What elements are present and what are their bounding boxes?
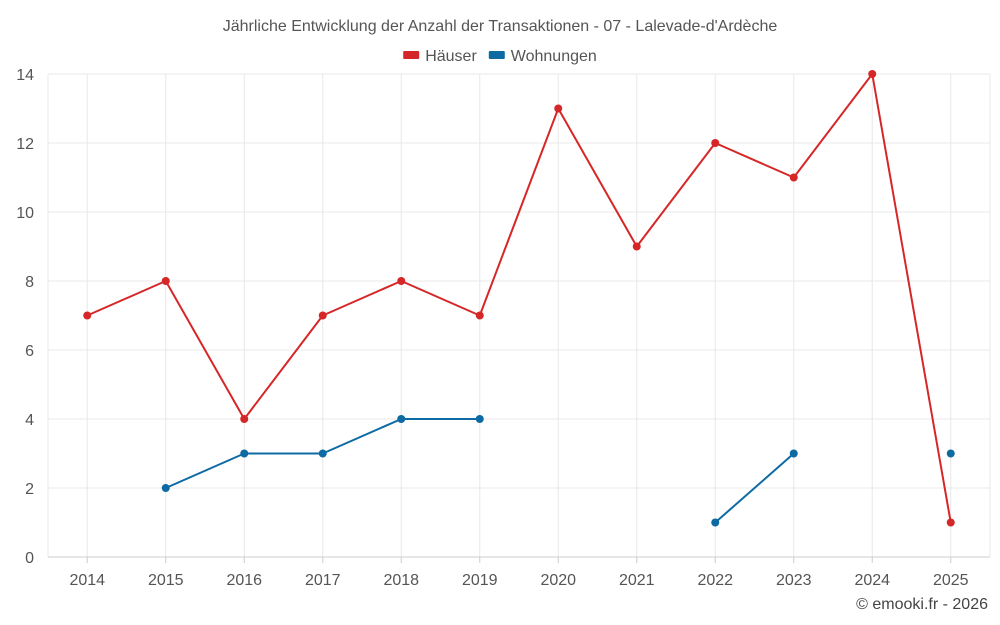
data-point-häuser — [475, 311, 484, 320]
y-tick-label: 12 — [16, 136, 34, 153]
legend-label: Häuser — [425, 48, 477, 65]
y-tick-label: 0 — [25, 550, 34, 567]
x-tick-label: 2016 — [226, 572, 262, 589]
data-point-häuser — [711, 139, 720, 147]
series-line-häuser — [86, 73, 952, 523]
data-point-häuser — [161, 277, 170, 285]
data-point-häuser — [397, 277, 406, 285]
x-tick-label: 2022 — [697, 572, 733, 589]
data-point-häuser — [240, 415, 249, 423]
x-tick-label: 2017 — [305, 572, 341, 589]
legend-swatch — [403, 51, 420, 59]
legend: Häuser Wohnungen — [403, 48, 597, 65]
chart-credit: © emooki.fr - 2026 — [856, 596, 988, 613]
grid — [47, 73, 991, 557]
y-tick-label: 4 — [25, 412, 34, 429]
legend-swatch — [488, 51, 505, 59]
data-point-wohnungen — [475, 415, 484, 423]
x-tick-label: 2018 — [383, 572, 419, 589]
data-point-wohnungen — [711, 518, 720, 527]
data-point-wohnungen — [789, 449, 798, 458]
x-tick-label: 2024 — [854, 572, 890, 589]
data-point-wohnungen — [946, 449, 955, 458]
data-point-wohnungen — [161, 484, 170, 492]
chart-title: Jährliche Entwicklung der Anzahl der Tra… — [223, 18, 778, 35]
legend-label: Wohnungen — [511, 48, 597, 65]
axes: 0 2 4 6 8 10 12 14 2014 2015 2016 2017 2018 2019 2020 2… — [16, 67, 990, 589]
data-point-häuser — [789, 173, 798, 182]
y-tick-label: 14 — [16, 67, 34, 84]
y-tick-label: 2 — [25, 481, 34, 498]
series — [83, 70, 955, 527]
x-tick-label: 2025 — [933, 572, 969, 589]
data-point-wohnungen — [318, 449, 327, 458]
x-tick-label: 2015 — [148, 572, 184, 589]
data-point-wohnungen — [397, 415, 406, 423]
x-tick-label: 2020 — [540, 572, 576, 589]
data-point-häuser — [318, 311, 327, 320]
x-tick-label: 2019 — [462, 572, 498, 589]
data-point-häuser — [83, 311, 92, 320]
data-point-häuser — [554, 104, 563, 113]
data-point-wohnungen — [240, 449, 249, 458]
data-point-häuser — [868, 70, 877, 78]
series-line-wohnungen — [714, 452, 795, 524]
data-point-häuser — [632, 242, 641, 251]
x-tick-label: 2023 — [776, 572, 812, 589]
y-tick-label: 8 — [25, 274, 34, 291]
y-tick-label: 10 — [16, 205, 34, 222]
data-point-häuser — [946, 518, 955, 527]
x-tick-label: 2021 — [619, 572, 655, 589]
y-tick-label: 6 — [25, 343, 34, 360]
x-tick-label: 2014 — [69, 572, 105, 589]
